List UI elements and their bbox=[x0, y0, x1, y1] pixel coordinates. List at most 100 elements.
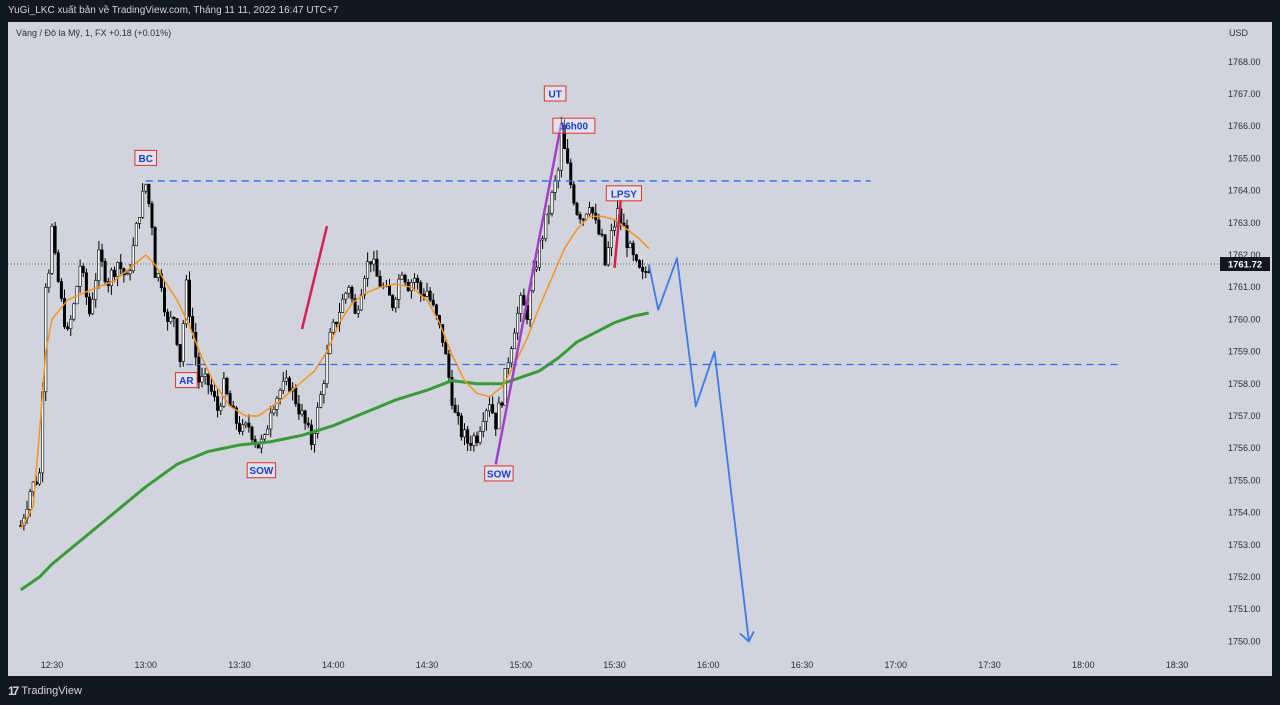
candle-body bbox=[394, 299, 398, 309]
price-tick-label: 1754.00 bbox=[1228, 508, 1261, 518]
candle-body bbox=[544, 214, 548, 239]
projection-arrowhead bbox=[739, 630, 755, 643]
annotation-text: SOW bbox=[249, 466, 273, 477]
candle-body bbox=[119, 262, 123, 269]
candle-body bbox=[322, 383, 326, 396]
candle-body bbox=[113, 269, 117, 277]
candle-body bbox=[622, 222, 626, 226]
symbol-legend[interactable]: Vàng / Đô la Mỹ, 1, FX +0.18 (+0.01%) bbox=[16, 28, 172, 38]
candle-body bbox=[597, 219, 601, 235]
trendline bbox=[300, 225, 329, 330]
candle-body bbox=[263, 434, 267, 440]
candle-body bbox=[59, 281, 63, 299]
price-tick-label: 1761.00 bbox=[1228, 282, 1261, 292]
candle-body bbox=[578, 214, 582, 220]
candle-body bbox=[88, 296, 92, 315]
candle-body bbox=[534, 266, 538, 270]
annotation-text: AR bbox=[179, 376, 194, 387]
candle-body bbox=[166, 311, 170, 322]
candle-body bbox=[181, 323, 185, 362]
candle-body bbox=[28, 491, 32, 510]
tv-logo-icon: 17 bbox=[8, 684, 19, 698]
time-tick-label: 16:30 bbox=[791, 660, 814, 670]
candle-body bbox=[419, 282, 423, 295]
annotation-text: LPSY bbox=[611, 189, 637, 200]
price-tick-label: 1756.00 bbox=[1228, 443, 1261, 453]
candle-body bbox=[453, 404, 457, 413]
candle-body bbox=[416, 277, 420, 283]
candle-body bbox=[103, 261, 107, 282]
candle-body bbox=[469, 442, 473, 446]
annotation-sow: SOW bbox=[484, 465, 514, 482]
candle-body bbox=[587, 207, 591, 215]
candle-body bbox=[628, 242, 632, 248]
candle-body bbox=[131, 245, 135, 272]
chart-canvas[interactable]: BC AR SOW SOW UT 16h00 LPSY 1768.00 1767.00 1766… bbox=[8, 22, 1272, 676]
candle-body bbox=[334, 321, 338, 325]
price-tick-label: 1764.00 bbox=[1228, 186, 1261, 196]
candle-body bbox=[234, 407, 238, 424]
candle-body bbox=[462, 429, 466, 438]
candle-body bbox=[484, 410, 488, 422]
candle-body bbox=[387, 285, 391, 296]
candle-body bbox=[503, 368, 507, 406]
candle-body bbox=[378, 275, 382, 287]
candle-body bbox=[569, 162, 573, 186]
candle-body bbox=[269, 412, 273, 430]
candle-body bbox=[266, 428, 270, 435]
candle-body bbox=[241, 424, 245, 432]
annotation-box bbox=[134, 149, 158, 166]
candle-body bbox=[591, 207, 595, 214]
candle-body bbox=[278, 390, 282, 399]
candle-body bbox=[91, 299, 95, 315]
candle-body bbox=[56, 252, 60, 282]
annotation-box bbox=[484, 465, 514, 482]
candle-body bbox=[506, 362, 510, 369]
annotation-box bbox=[543, 85, 567, 102]
candle-body bbox=[53, 225, 57, 254]
candle-body bbox=[94, 280, 98, 300]
candle-body bbox=[472, 435, 476, 446]
candle-body bbox=[134, 223, 138, 247]
annotation-text: BC bbox=[139, 154, 153, 165]
candle-body bbox=[78, 265, 82, 287]
price-tick-label: 1768.00 bbox=[1228, 57, 1261, 67]
candle-body bbox=[425, 290, 429, 297]
chart-pane[interactable]: BC AR SOW SOW UT 16h00 LPSY 1768.00 1767.00 1766… bbox=[8, 22, 1272, 676]
candle-body bbox=[391, 294, 395, 309]
ema-fast-line bbox=[20, 215, 650, 530]
candle-body bbox=[344, 292, 348, 300]
candle-body bbox=[69, 318, 73, 329]
candle-body bbox=[581, 218, 585, 221]
candle-body bbox=[494, 412, 498, 430]
candle-body bbox=[141, 190, 145, 218]
candle-body bbox=[163, 287, 167, 313]
candle-body bbox=[341, 298, 345, 313]
candle-body bbox=[522, 295, 526, 306]
candle-body bbox=[412, 277, 416, 283]
candle-body bbox=[156, 273, 160, 278]
candle-body bbox=[203, 373, 207, 377]
annotation-text: SOW bbox=[487, 469, 511, 480]
candle-body bbox=[47, 273, 51, 288]
time-tick-label: 12:30 bbox=[41, 660, 64, 670]
candle-body bbox=[138, 217, 142, 224]
candle-body bbox=[37, 472, 41, 485]
price-tick-label: 1763.00 bbox=[1228, 218, 1261, 228]
candle-body bbox=[491, 404, 495, 414]
price-tick-label: 1752.00 bbox=[1228, 572, 1261, 582]
candle-body bbox=[359, 294, 363, 311]
candle-body bbox=[281, 380, 285, 391]
tradingview-logo[interactable]: 17 TradingView bbox=[8, 684, 82, 698]
candles-layer bbox=[19, 116, 651, 531]
candle-body bbox=[606, 247, 610, 266]
candle-body bbox=[125, 273, 129, 276]
axis-layer: 1768.00 1767.00 1766.00 1765.00 1764.00 1763.… bbox=[41, 57, 1270, 670]
candle-body bbox=[294, 387, 298, 405]
candle-body bbox=[225, 378, 229, 394]
candle-body bbox=[331, 321, 335, 333]
candle-body bbox=[434, 304, 438, 316]
annotation-ar: AR bbox=[175, 372, 198, 389]
price-tick-label: 1765.00 bbox=[1228, 153, 1261, 163]
